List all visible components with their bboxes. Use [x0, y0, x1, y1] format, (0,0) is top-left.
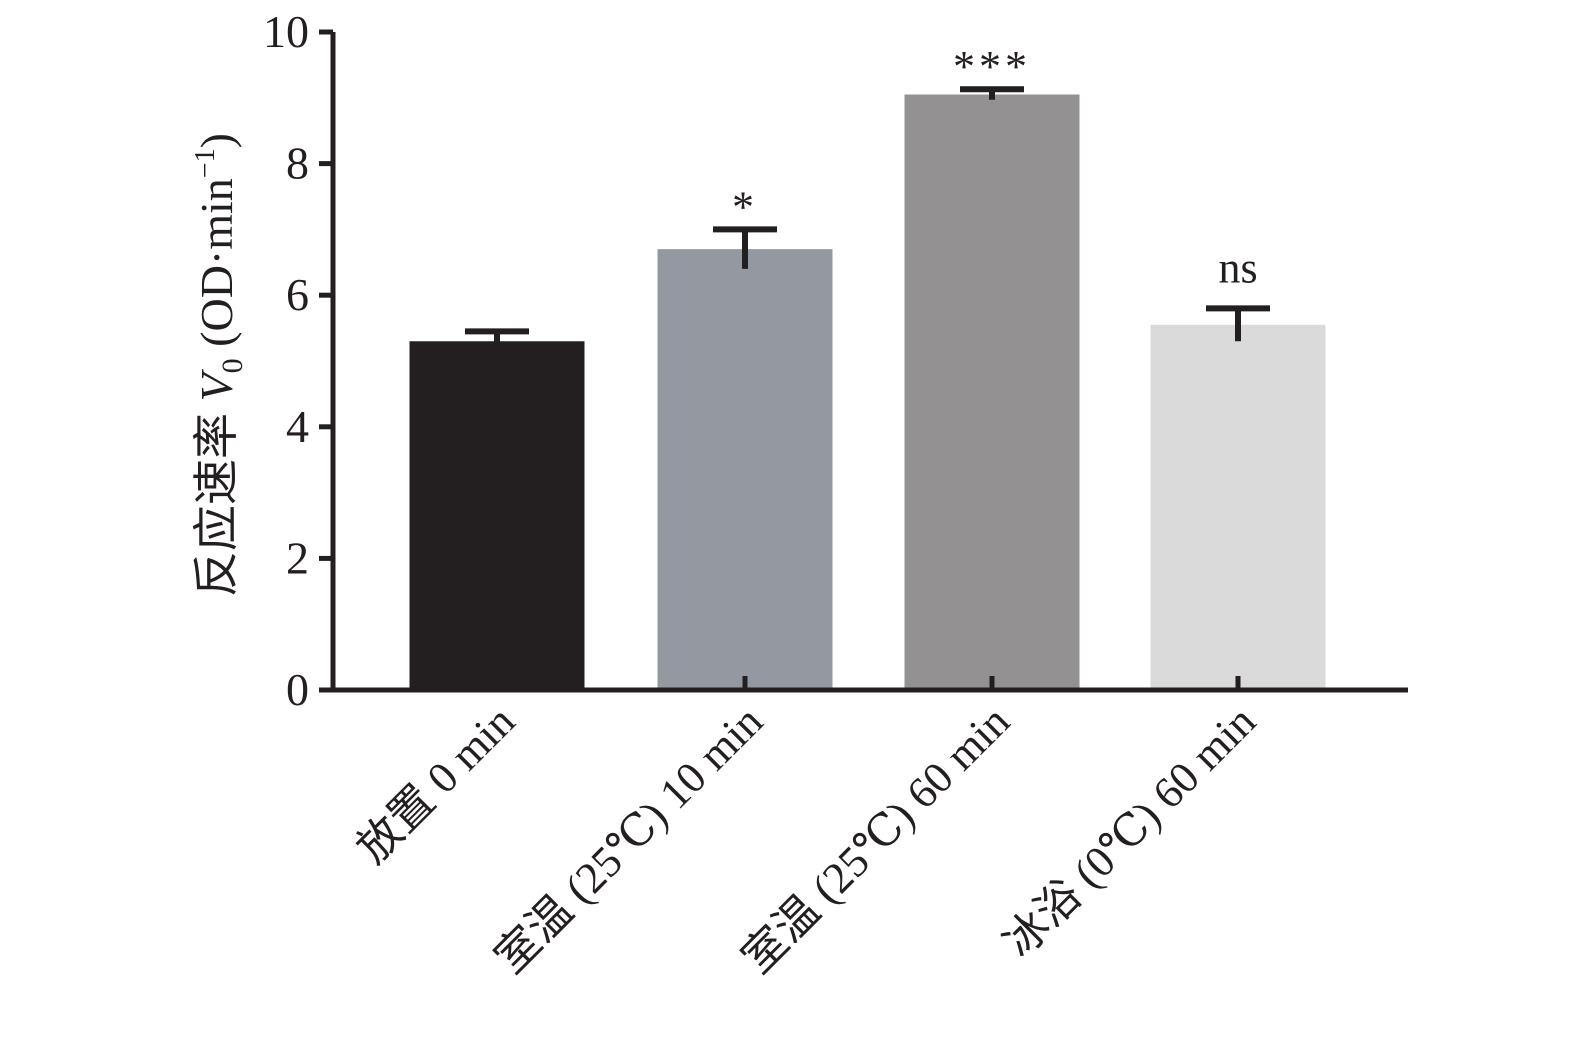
significance-label-3: ***	[953, 42, 1031, 91]
y-tick-label-10: 10	[263, 6, 309, 57]
bars-layer	[409, 94, 1326, 690]
axes-layer	[319, 29, 1408, 693]
x-category-label-2: 室温 (25℃) 10 min	[486, 696, 772, 982]
significance-label-4: ns	[1218, 243, 1257, 292]
bar-4	[1150, 324, 1326, 690]
bar-1	[409, 341, 585, 690]
error-bars-layer	[465, 86, 1270, 352]
significance-label-2: *	[732, 182, 758, 231]
y-tick-label-2: 2	[286, 532, 309, 583]
y-tick-label-6: 6	[286, 269, 309, 320]
bar-3	[904, 94, 1080, 690]
y-axis-label: 反应速率 V0 (OD·min−1)	[190, 133, 249, 597]
y-tick-label-8: 8	[286, 138, 309, 189]
x-category-label-1: 放置 0 min	[348, 696, 524, 872]
y-tick-label-4: 4	[286, 401, 309, 452]
y-tick-label-0: 0	[286, 664, 309, 715]
x-category-label-3: 室温 (25℃) 60 min	[733, 696, 1019, 982]
x-category-label-4: 冰浴 (0℃) 60 min	[994, 696, 1265, 967]
bar-2	[657, 249, 833, 690]
